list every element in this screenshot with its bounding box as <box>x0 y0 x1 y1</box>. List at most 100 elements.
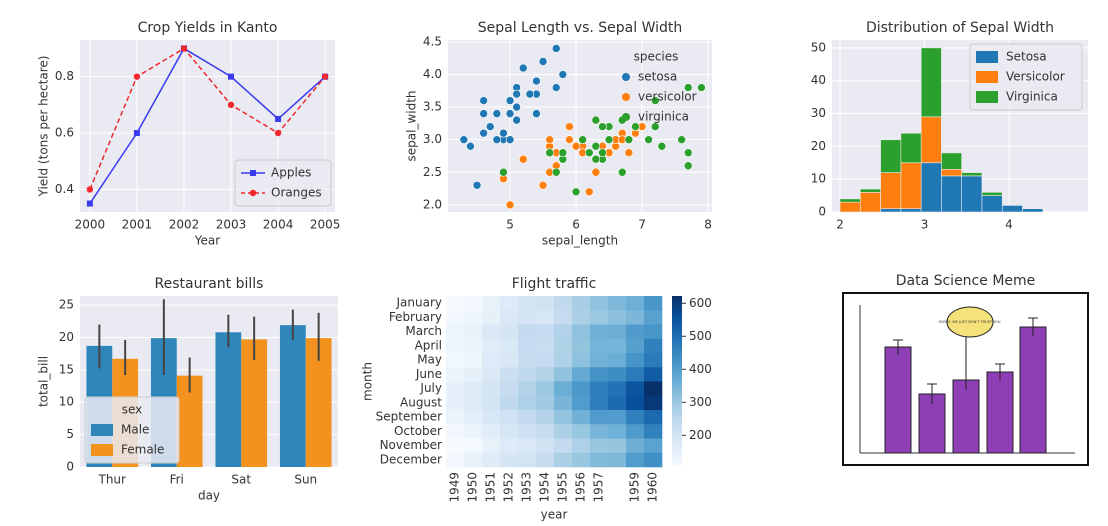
heat-cell <box>518 367 536 382</box>
heat-cell <box>518 424 536 439</box>
dashboard: SORRY, WE JUST DON'T TRUST YOU. 0.40.60.… <box>0 0 1108 526</box>
bar <box>215 332 241 467</box>
data-point <box>585 149 593 157</box>
heat-cell <box>608 367 626 382</box>
heat-cell <box>464 424 482 439</box>
data-point <box>658 142 666 150</box>
heat-cell <box>644 453 662 468</box>
x-tick-label: 2 <box>836 218 844 232</box>
heat-cell <box>500 396 518 411</box>
x-tick-label: 1952 <box>502 472 516 503</box>
legend-label: Virginica <box>1006 90 1058 104</box>
heat-cell <box>644 410 662 425</box>
x-axis-label: year <box>541 508 568 522</box>
data-point <box>506 97 514 105</box>
data-point <box>552 168 560 176</box>
y-tick-label: 4.5 <box>423 34 442 48</box>
y-tick-label: November <box>380 438 442 452</box>
heat-cell <box>536 325 554 340</box>
heat-cell <box>500 453 518 468</box>
data-point <box>532 110 540 118</box>
data-point <box>513 90 521 98</box>
y-tick-label: 0 <box>66 460 74 474</box>
heat-cell <box>626 382 644 397</box>
x-tick-label: Fri <box>170 473 184 487</box>
data-point <box>513 116 521 124</box>
y-tick-label: 2.0 <box>423 197 442 211</box>
data-point <box>684 149 692 157</box>
x-tick-label: 1956 <box>574 472 588 503</box>
y-tick-label: December <box>380 452 442 466</box>
legend-key <box>250 170 256 176</box>
data-point <box>539 181 547 189</box>
y-tick-label: 15 <box>59 362 74 376</box>
data-point <box>499 168 507 176</box>
heat-cell <box>518 339 536 354</box>
x-axis-label: Year <box>194 234 220 248</box>
data-point <box>559 71 567 79</box>
legend-title: species <box>634 50 679 64</box>
y-tick-label: May <box>417 353 442 367</box>
heat-cell <box>590 439 608 454</box>
data-point <box>572 188 580 196</box>
heat-cell <box>644 424 662 439</box>
colorbar-tick-label: 400 <box>689 362 712 376</box>
hist-bar <box>881 173 901 209</box>
x-tick-label: 1951 <box>484 472 498 503</box>
legend-key <box>622 93 630 101</box>
legend-key <box>976 51 998 63</box>
heat-cell <box>554 396 572 411</box>
heat-cell <box>608 439 626 454</box>
hist-bar <box>901 133 921 163</box>
heat-cell <box>572 310 590 325</box>
heat-cell <box>644 439 662 454</box>
x-tick-label: 4 <box>1005 218 1013 232</box>
data-point <box>87 201 93 207</box>
y-tick-label: 40 <box>811 73 826 87</box>
x-tick-label: 1954 <box>538 472 552 503</box>
heat-cell <box>464 353 482 368</box>
chart-title: Crop Yields in Kanto <box>138 20 278 36</box>
y-tick-label: January <box>396 296 443 310</box>
heat-cell <box>482 382 500 397</box>
hist-bar <box>921 48 941 117</box>
heat-cell <box>536 339 554 354</box>
data-point <box>592 142 600 150</box>
x-tick-label: 3 <box>921 218 929 232</box>
x-tick-label: Sat <box>231 473 251 487</box>
data-point <box>275 116 281 122</box>
heat-cell <box>518 382 536 397</box>
heat-cell <box>446 353 464 368</box>
heat-cell <box>626 296 644 311</box>
heat-cell <box>536 310 554 325</box>
y-tick-label: April <box>415 338 442 352</box>
heat-cell <box>644 382 662 397</box>
hist-bar <box>941 153 961 169</box>
data-point <box>559 149 567 157</box>
heat-cell <box>446 453 464 468</box>
legend-label: Setosa <box>1006 50 1047 64</box>
heat-cell <box>644 339 662 354</box>
heat-cell <box>500 382 518 397</box>
heat-cell <box>464 325 482 340</box>
y-tick-label: 20 <box>59 330 74 344</box>
heat-cell <box>482 453 500 468</box>
colorbar-tick-label: 200 <box>689 428 712 442</box>
chart-title: Distribution of Sepal Width <box>866 20 1054 36</box>
y-tick-label: 3.5 <box>423 100 442 114</box>
data-point <box>181 45 187 51</box>
hist-bar <box>1023 209 1043 212</box>
heat-cell <box>536 410 554 425</box>
data-point <box>572 142 580 150</box>
data-point <box>598 149 606 157</box>
y-tick-label: 0.8 <box>55 69 74 83</box>
y-tick-label: August <box>400 395 442 409</box>
meme-bar <box>953 380 979 453</box>
hist-bar <box>840 199 860 202</box>
heat-cell <box>536 296 554 311</box>
legend-key <box>91 424 113 436</box>
y-axis-label: month <box>361 362 375 401</box>
x-tick-label: 5 <box>506 218 514 232</box>
data-point <box>592 168 600 176</box>
bar <box>280 325 306 467</box>
